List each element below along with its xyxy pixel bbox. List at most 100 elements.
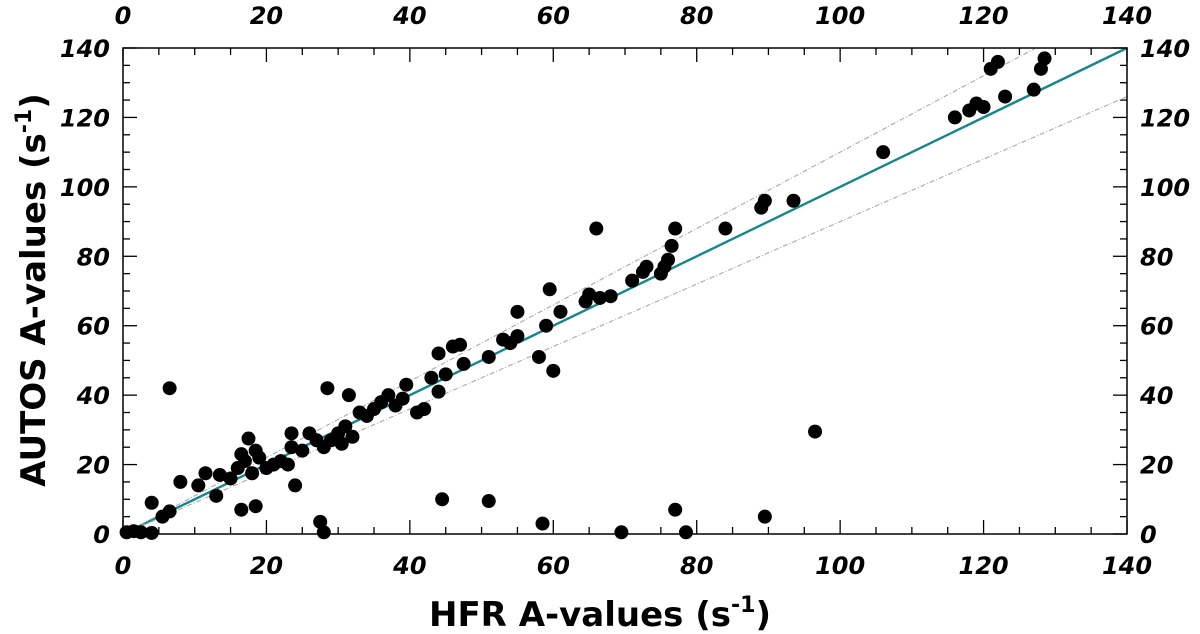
data-point (668, 221, 683, 236)
y-axis-title-main: AUTOS A-values (s (14, 133, 54, 487)
x-tick-label-bottom: 120 (959, 552, 1009, 580)
data-point (661, 252, 676, 267)
data-point (535, 516, 550, 531)
x-axis-title-sup: -1 (731, 593, 755, 618)
data-point (144, 525, 159, 540)
data-point (808, 424, 823, 439)
data-point (481, 349, 496, 364)
x-axis-title: HFR A-values (s-1) (429, 593, 771, 634)
data-point (757, 509, 772, 524)
x-tick-label-top: 0 (115, 2, 132, 30)
data-point (338, 419, 353, 434)
y-axis-title-end: ) (14, 93, 54, 109)
data-point (542, 282, 557, 297)
data-point (510, 304, 525, 319)
data-point (678, 525, 693, 540)
data-point (546, 363, 561, 378)
data-point (212, 467, 227, 482)
x-tick-label-bottom: 40 (392, 552, 426, 580)
axis-titles: HFR A-values (s-1) AUTOS A-values (s-1) (12, 93, 771, 634)
y-tick-label-left: 140 (60, 35, 110, 63)
data-point (209, 488, 224, 503)
x-axis-title-main: HFR A-values (s (429, 595, 731, 634)
data-point (381, 388, 396, 403)
data-point (947, 110, 962, 125)
x-tick-label-top: 80 (680, 2, 713, 30)
data-point (223, 471, 238, 486)
data-point (417, 402, 432, 417)
data-point (614, 525, 629, 540)
data-point (284, 426, 299, 441)
data-point (395, 391, 410, 406)
y-tick-label-right: 120 (1140, 104, 1190, 132)
x-tick-label-bottom: 0 (115, 552, 132, 580)
y-tick-label-right: 80 (1140, 243, 1173, 271)
data-point (592, 290, 607, 305)
data-point (198, 466, 213, 481)
data-point (757, 193, 772, 208)
data-point (510, 329, 525, 344)
x-tick-label-bottom: 80 (680, 552, 713, 580)
data-point (316, 525, 331, 540)
data-point (144, 495, 159, 510)
y-axis-title-sup: -1 (12, 109, 37, 133)
data-point (241, 431, 256, 446)
data-point (431, 346, 446, 361)
data-point (603, 289, 618, 304)
x-tick-label-top: 120 (959, 2, 1009, 30)
data-point (876, 145, 891, 160)
data-point (998, 89, 1013, 104)
y-tick-label-left: 80 (77, 243, 110, 271)
data-point (431, 384, 446, 399)
data-point (341, 388, 356, 403)
x-tick-label-top: 40 (392, 2, 426, 30)
plot-frame (122, 47, 1128, 535)
data-point (245, 466, 260, 481)
x-tick-label-top: 100 (815, 2, 865, 30)
y-tick-label-left: 60 (77, 313, 110, 341)
data-point (456, 356, 471, 371)
data-point (990, 54, 1005, 69)
x-tick-label-bottom: 60 (537, 552, 570, 580)
points-layer (119, 51, 1052, 540)
data-point (1037, 51, 1052, 66)
data-point (334, 436, 349, 451)
y-tick-label-right: 20 (1140, 452, 1173, 480)
band-line (122, 47, 1036, 535)
y-tick-label-left: 120 (60, 104, 110, 132)
y-tick-label-left: 20 (77, 452, 110, 480)
data-point (173, 474, 188, 489)
data-point (976, 100, 991, 115)
y-tick-label-left: 100 (60, 174, 110, 202)
x-tick-label-bottom: 100 (815, 552, 865, 580)
x-tick-label-top: 20 (250, 2, 283, 30)
data-point (481, 494, 496, 509)
data-point (639, 259, 654, 274)
y-tick-label-right: 100 (1140, 174, 1190, 202)
y-tick-label-left: 40 (76, 382, 110, 410)
data-point (345, 429, 360, 444)
data-point (248, 499, 263, 514)
data-point (399, 377, 414, 392)
data-point (664, 238, 679, 253)
y-tick-label-left: 0 (93, 521, 110, 549)
data-point (320, 381, 335, 396)
data-point (133, 525, 148, 540)
data-point (424, 370, 439, 385)
data-point (280, 457, 295, 472)
y-tick-label-right: 0 (1140, 521, 1157, 549)
data-point (531, 349, 546, 364)
y-tick-label-right: 60 (1140, 313, 1173, 341)
x-tick-label-top: 140 (1102, 2, 1152, 30)
data-point (718, 221, 733, 236)
x-tick-label-top: 60 (537, 2, 570, 30)
y-tick-label-right: 40 (1139, 382, 1173, 410)
data-point (252, 450, 267, 465)
data-point (625, 273, 640, 288)
y-axis-title: AUTOS A-values (s-1) (12, 93, 54, 487)
data-point (553, 304, 568, 319)
x-axis-title-end: ) (755, 595, 771, 634)
data-point (453, 337, 468, 352)
data-point (237, 454, 252, 469)
